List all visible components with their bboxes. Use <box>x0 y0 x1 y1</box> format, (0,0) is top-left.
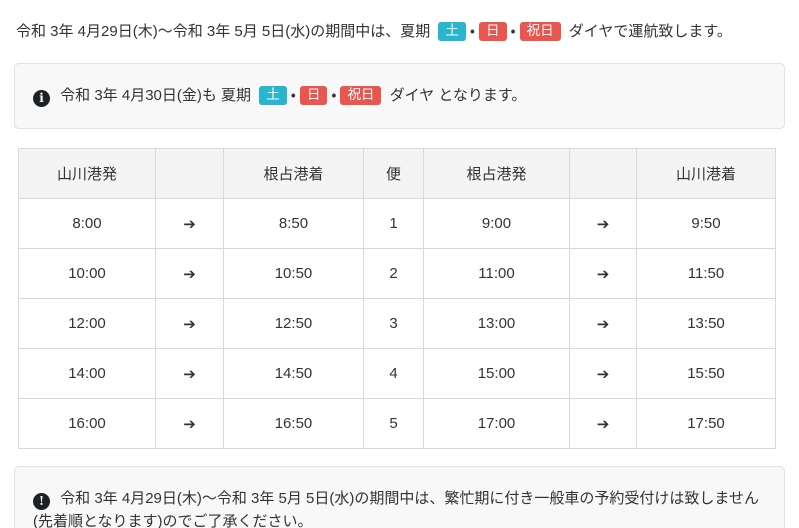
nejime-departure-time: 15:00 <box>423 348 570 399</box>
arrow-right-icon: ➔ <box>155 298 224 349</box>
trip-number: 3 <box>363 298 424 349</box>
badge-separator: ・ <box>331 87 337 104</box>
arrow-right-icon: ➔ <box>155 398 224 449</box>
header-nejime-departure: 根占港発 <box>423 148 570 199</box>
badge-separator: ・ <box>290 87 296 104</box>
nejime-arrival-time: 10:50 <box>223 248 364 299</box>
sunday-badge: 日 <box>299 86 328 105</box>
timetable-row: 12:00 ➔ 12:50 3 13:00 ➔ 13:50 <box>18 298 776 349</box>
timetable-row: 8:00 ➔ 8:50 1 9:00 ➔ 9:50 <box>18 198 776 249</box>
timetable-row: 14:00 ➔ 14:50 4 15:00 ➔ 15:50 <box>18 348 776 399</box>
nejime-departure-time: 9:00 <box>423 198 570 249</box>
badge-separator: ・ <box>510 23 516 40</box>
nejime-arrival-time: 12:50 <box>223 298 364 349</box>
april30-info-box: i 令和 3年 4月30日(金)も 夏期 土・日・祝日 ダイヤ となります。 <box>14 63 785 129</box>
holiday-badge: 祝日 <box>519 22 561 41</box>
nejime-departure-time: 17:00 <box>423 398 570 449</box>
nejime-departure-time: 13:00 <box>423 298 570 349</box>
timetable-header-row: 山川港発 根占港着 便 根占港発 山川港着 <box>18 148 776 199</box>
saturday-badge: 土 <box>438 22 466 41</box>
sunday-badge: 日 <box>479 22 507 41</box>
summer-schedule-notice: 令和 3年 4月29日(木)～令和 3年 5月 5日(水)の期間中は、夏期 土・… <box>16 20 783 44</box>
header-trip-number: 便 <box>363 148 424 199</box>
reservation-notice-box: ! 令和 3年 4月29日(木)～令和 3年 5月 5日(水)の期間中は、繁忙期… <box>14 466 785 528</box>
info-box-prefix-text: 令和 3年 4月30日(金)も 夏期 <box>60 87 252 104</box>
header-yamakawa-departure: 山川港発 <box>18 148 156 199</box>
trip-number: 5 <box>363 398 424 449</box>
trip-number: 4 <box>363 348 424 399</box>
nejime-arrival-time: 16:50 <box>223 398 364 449</box>
yamakawa-arrival-time: 11:50 <box>636 248 776 299</box>
notice-suffix-text: ダイヤで運航致します。 <box>568 23 732 40</box>
badge-separator: ・ <box>469 23 475 40</box>
yamakawa-departure-time: 10:00 <box>18 248 156 299</box>
nejime-arrival-time: 14:50 <box>223 348 364 399</box>
info-box-suffix-text: ダイヤ となります。 <box>389 87 527 104</box>
yamakawa-arrival-time: 13:50 <box>636 298 776 349</box>
info-circle-icon: i <box>33 90 50 107</box>
arrow-right-icon: ➔ <box>569 348 637 399</box>
arrow-right-icon: ➔ <box>569 298 637 349</box>
header-nejime-arrival: 根占港着 <box>223 148 364 199</box>
saturday-badge: 土 <box>259 86 287 105</box>
holiday-badge: 祝日 <box>340 86 382 105</box>
yamakawa-arrival-time: 9:50 <box>636 198 776 249</box>
nejime-departure-time: 11:00 <box>423 248 570 299</box>
arrow-right-icon: ➔ <box>155 248 224 299</box>
notice-prefix-text: 令和 3年 4月29日(木)～令和 3年 5月 5日(水)の期間中は、夏期 <box>16 23 431 40</box>
header-empty <box>155 148 224 199</box>
yamakawa-departure-time: 16:00 <box>18 398 156 449</box>
trip-number: 2 <box>363 248 424 299</box>
arrow-right-icon: ➔ <box>569 248 637 299</box>
yamakawa-departure-time: 12:00 <box>18 298 156 349</box>
header-yamakawa-arrival: 山川港着 <box>636 148 776 199</box>
nejime-arrival-time: 8:50 <box>223 198 364 249</box>
yamakawa-departure-time: 8:00 <box>18 198 156 249</box>
arrow-right-icon: ➔ <box>155 198 224 249</box>
timetable-row: 10:00 ➔ 10:50 2 11:00 ➔ 11:50 <box>18 248 776 299</box>
yamakawa-arrival-time: 17:50 <box>636 398 776 449</box>
exclamation-circle-icon: ! <box>33 493 50 510</box>
timetable-row: 16:00 ➔ 16:50 5 17:00 ➔ 17:50 <box>18 398 776 449</box>
reservation-notice-text: 令和 3年 4月29日(木)～令和 3年 5月 5日(水)の期間中は、繁忙期に付… <box>33 490 759 528</box>
ferry-timetable: 山川港発 根占港着 便 根占港発 山川港着 8:00 ➔ 8:50 1 9:00… <box>18 148 776 449</box>
arrow-right-icon: ➔ <box>569 398 637 449</box>
arrow-right-icon: ➔ <box>569 198 637 249</box>
trip-number: 1 <box>363 198 424 249</box>
yamakawa-departure-time: 14:00 <box>18 348 156 399</box>
header-empty <box>569 148 637 199</box>
arrow-right-icon: ➔ <box>155 348 224 399</box>
yamakawa-arrival-time: 15:50 <box>636 348 776 399</box>
